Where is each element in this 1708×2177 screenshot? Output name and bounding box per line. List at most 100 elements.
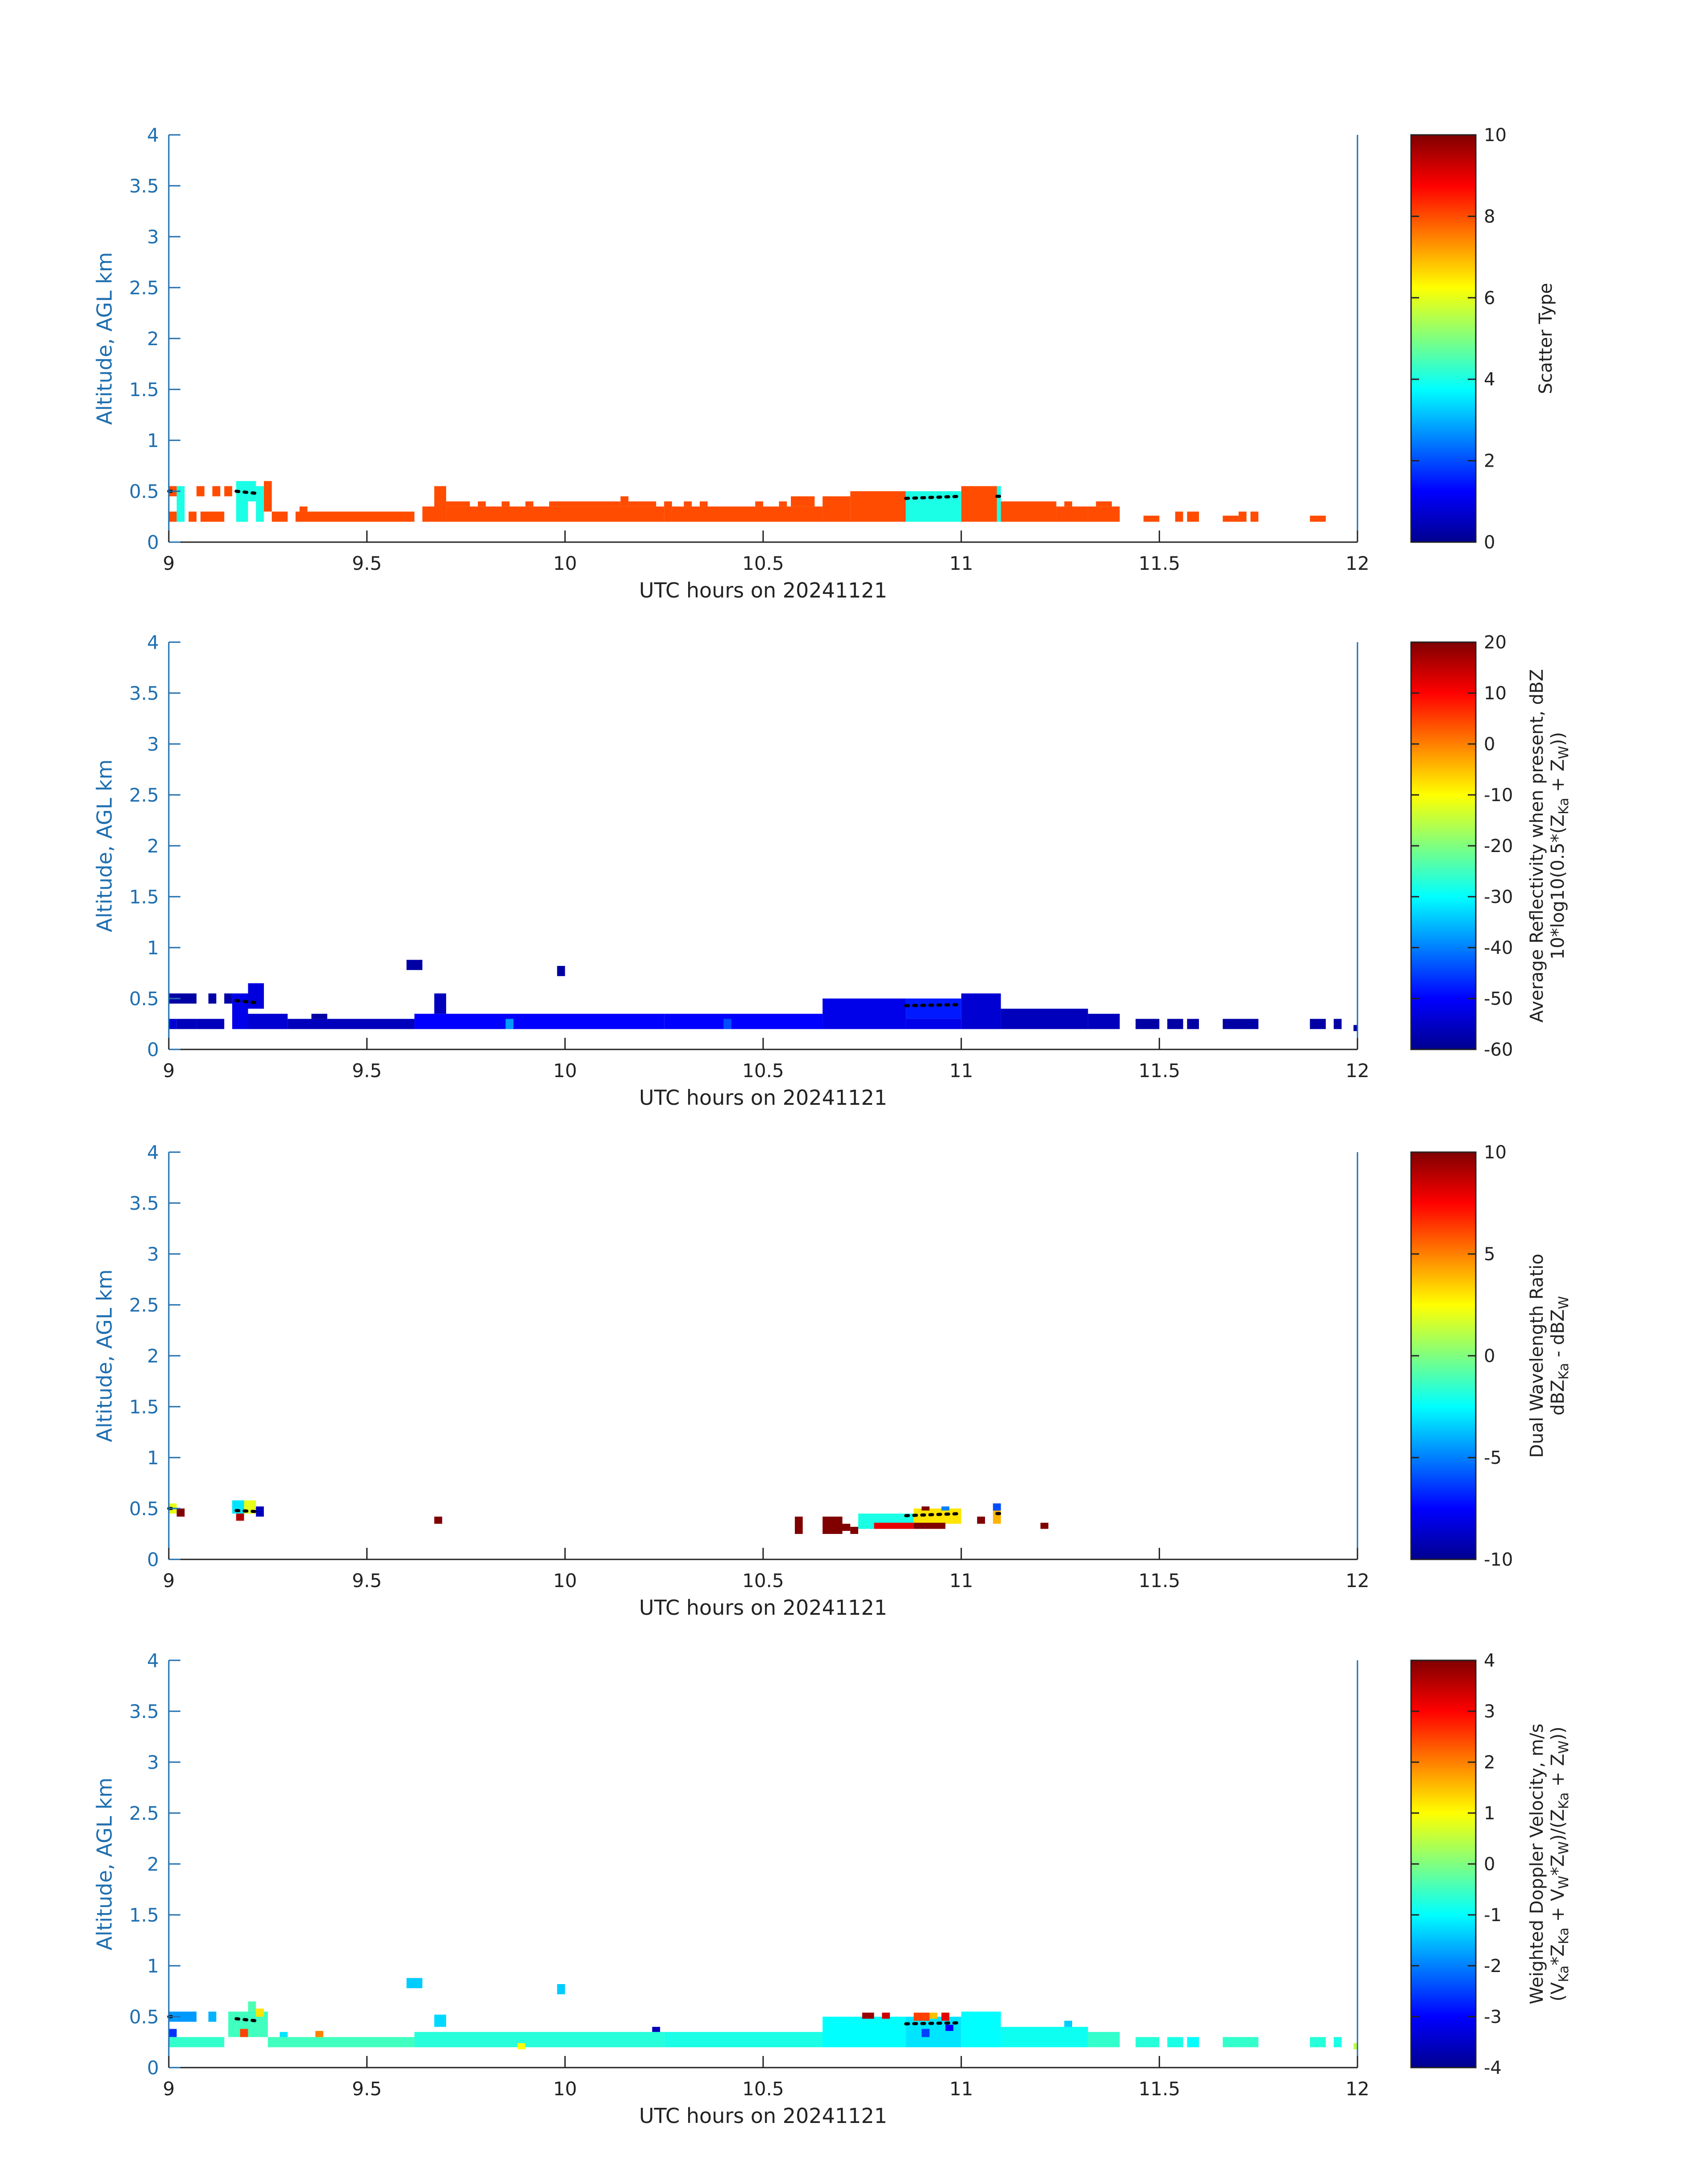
x-tick-label: 9.5: [352, 2078, 382, 2100]
heatmap-cell: [169, 993, 197, 1004]
colorbar-tick-label: -5: [1484, 1448, 1502, 1468]
colorbar-tick-label: -40: [1484, 938, 1513, 958]
y-tick-label: 2: [147, 328, 159, 350]
heatmap-cell: [224, 486, 232, 497]
y-tick-label: 2.5: [129, 1294, 159, 1316]
heatmap-cells: [169, 960, 1357, 1031]
x-tick-label: 11: [949, 1060, 973, 1082]
heatmap-cell: [1333, 2037, 1342, 2047]
colorbar-label-part: )/(Z: [1548, 1809, 1568, 1841]
heatmap-cell: [1310, 2037, 1326, 2047]
heatmap-cell: [914, 2012, 930, 2021]
heatmap-cell: [1136, 2037, 1160, 2047]
heatmap-cell: [248, 481, 256, 501]
colorbar-tick-label: 0: [1484, 734, 1495, 755]
heatmap-cell: [791, 496, 815, 507]
heatmap-cell: [248, 1014, 288, 1029]
heatmap-cell: [176, 1508, 185, 1517]
heatmap-cell: [823, 496, 851, 522]
heatmap-cell: [914, 1522, 946, 1529]
x-tick-label: 12: [1345, 1570, 1369, 1592]
x-tick-label: 10: [553, 552, 577, 574]
colorbar-tick-label: -20: [1484, 836, 1513, 857]
colorbar-tick-label: 20: [1484, 632, 1507, 653]
colorbar-label-part: *Z: [1548, 1855, 1568, 1876]
heatmap-cell: [169, 1019, 177, 1029]
colorbar-label-part: )): [1548, 732, 1568, 746]
heatmap-cell: [823, 1517, 843, 1534]
colorbar-label-part: + Z: [1548, 759, 1568, 798]
heatmap-cell: [941, 1506, 949, 1511]
heatmap-cell: [422, 506, 434, 522]
colorbar-gradient: [1410, 1151, 1477, 1560]
heatmap-cell: [961, 486, 997, 522]
heatmap-cell: [434, 993, 447, 1014]
dotted-overlay-line: [904, 1512, 963, 1517]
heatmap-cell: [1096, 501, 1112, 507]
heatmap-cell: [1136, 1019, 1160, 1029]
x-tick-label: 9: [163, 1570, 175, 1592]
x-tick-label: 11: [949, 2078, 973, 2100]
heatmap-cell: [1001, 1008, 1088, 1029]
heatmap-cell: [977, 1517, 985, 1524]
x-tick-label: 10: [553, 1060, 577, 1082]
y-tick-label: 0: [147, 531, 159, 553]
heatmap-cell: [501, 501, 510, 507]
heatmap-cell: [248, 983, 264, 1009]
colorbar-tick-label: 10: [1484, 683, 1507, 704]
heatmap-cell: [176, 486, 185, 522]
heatmap-cell: [850, 491, 906, 522]
heatmap-cell: [434, 1517, 443, 1524]
heatmap-cell: [236, 481, 248, 522]
heatmap-cell: [557, 966, 565, 976]
heatmap-cell: [1223, 515, 1239, 522]
heatmap-cell: [1310, 515, 1326, 522]
heatmap-cell: [652, 2027, 660, 2032]
heatmap-cell: [664, 2032, 823, 2047]
heatmap-cell: [256, 486, 264, 522]
heatmap-cell: [196, 486, 205, 497]
heatmap-cell: [1064, 2021, 1073, 2027]
colorbar: -10 -5 0 5 10 Dual Wavelength Ratio dBZKa - dB…: [1410, 1142, 1572, 1570]
y-axis-label: Altitude, AGL km: [92, 1269, 117, 1442]
heatmap-cell: [176, 1019, 197, 1029]
colorbar: -60 -50 -40 -30 -20 -10 0 10 20 Average Reflectiv…: [1410, 632, 1572, 1060]
heatmap-cell: [755, 501, 763, 507]
y-tick-label: 3: [147, 1243, 159, 1265]
colorbar-label-subscript: W: [1556, 746, 1572, 759]
colorbar-tick-label: -2: [1484, 1956, 1502, 1976]
colorbar-tick-label: -60: [1484, 1040, 1513, 1060]
colorbar: -4 -3 -2 -1 0 1 2 3 4 Weighted Doppler Velocity, …: [1410, 1651, 1572, 2078]
colorbar-label-subscript: Ka: [1556, 1363, 1572, 1380]
heatmap-cell: [224, 993, 232, 1004]
x-tick-label: 9: [163, 1060, 175, 1082]
colorbar-label-part: *Z: [1548, 1944, 1568, 1965]
heatmap-cell: [315, 2031, 323, 2037]
heatmap-cells: [169, 1978, 1357, 2049]
colorbar-label-part: (V: [1548, 1982, 1568, 2002]
y-tick-label: 1.5: [129, 1396, 159, 1418]
colorbar-tick-label: 4: [1484, 1651, 1495, 1671]
colorbar-tick-label: -30: [1484, 887, 1513, 907]
y-tick-label: 0.5: [129, 481, 159, 502]
dotted-overlay-line: [904, 1003, 963, 1007]
heatmap-cell: [169, 2011, 197, 2022]
heatmap-cell: [997, 486, 1001, 522]
y-tick-label: 3.5: [129, 1192, 159, 1214]
heatmap-cell: [271, 511, 288, 522]
colorbar-label: Scatter Type: [1536, 283, 1556, 394]
y-tick-label: 2: [147, 1345, 159, 1367]
colorbar-tick-label: 4: [1484, 369, 1495, 390]
heatmap-cell: [882, 2012, 890, 2019]
colorbar-label-subscript: W: [1556, 1741, 1572, 1754]
heatmap-cells: [169, 1500, 1048, 1534]
colorbar-label-formula: 10*log10(0.5*(ZKa + ZW)): [1548, 732, 1572, 960]
heatmap-cell: [169, 2037, 225, 2047]
heatmap-cell: [406, 1978, 422, 1989]
heatmap-cell: [1064, 501, 1073, 507]
x-tick-label: 11: [949, 1570, 973, 1592]
colorbar-label-part: )): [1548, 1726, 1568, 1740]
x-tick-label: 10.5: [742, 1570, 784, 1592]
